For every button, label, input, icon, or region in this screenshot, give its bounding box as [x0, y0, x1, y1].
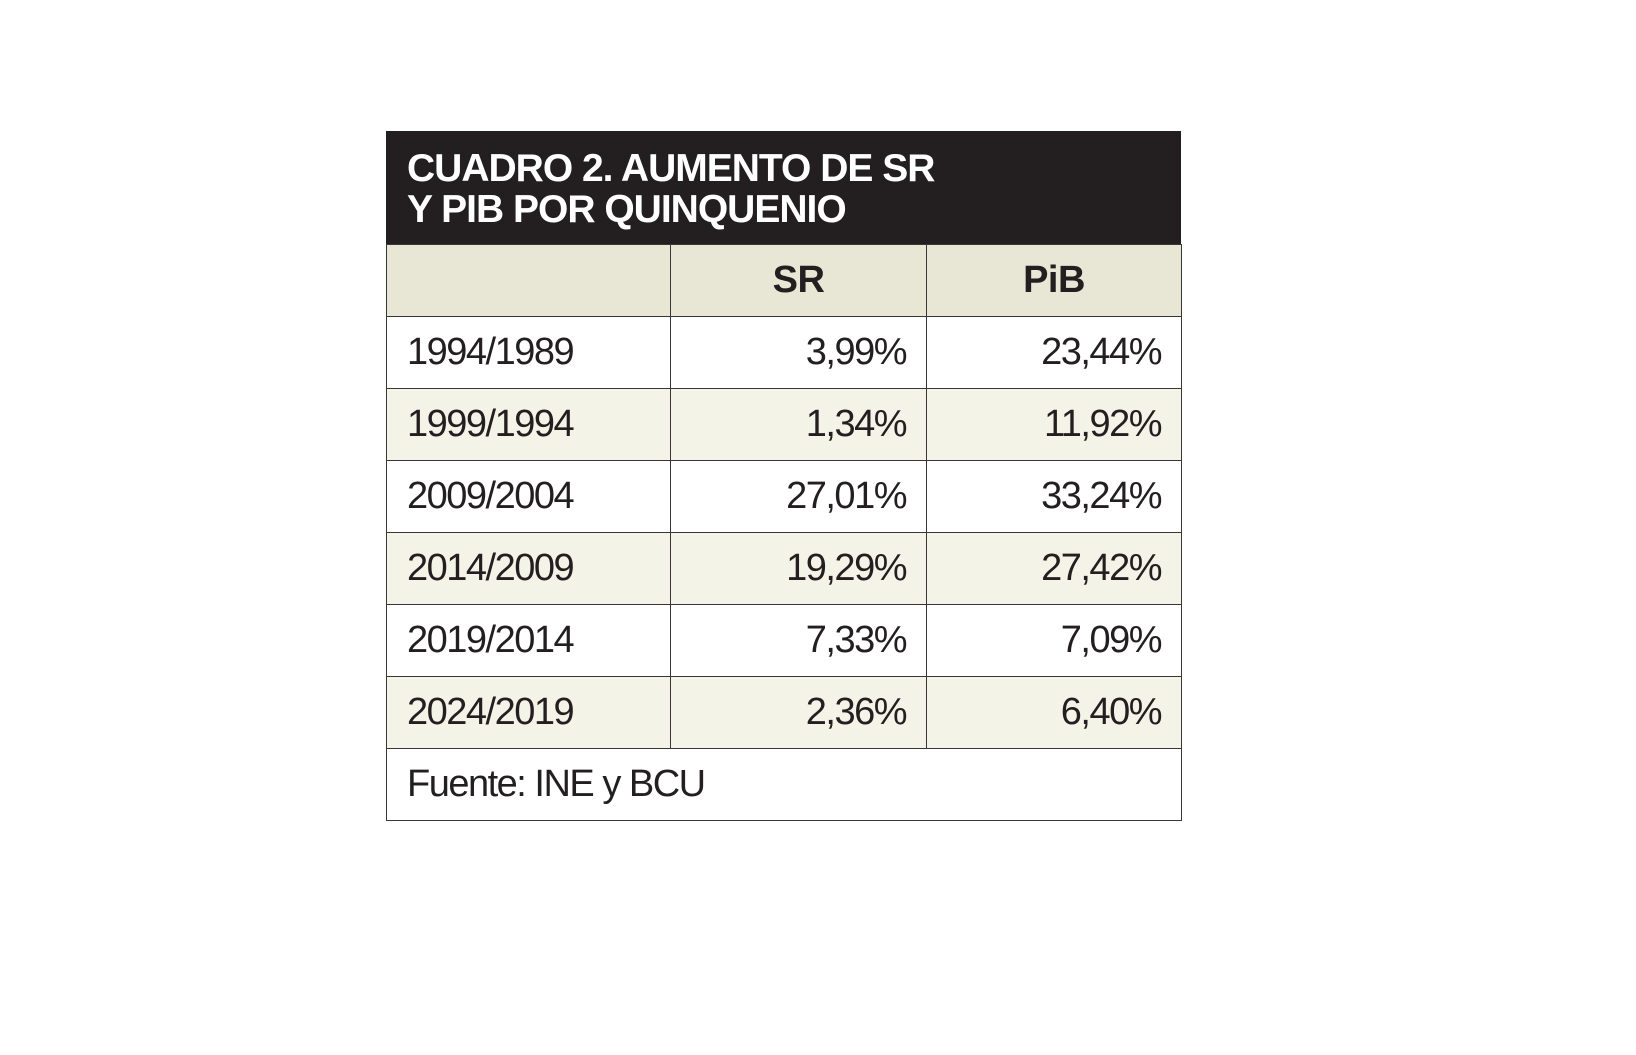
pib-cell: 6,40% — [926, 676, 1182, 749]
period-cell: 2014/2009 — [386, 532, 671, 605]
sr-cell: 19,29% — [670, 532, 927, 605]
sr-cell: 1,34% — [670, 388, 927, 461]
sr-cell: 3,99% — [670, 316, 927, 389]
table-row: 2014/2009 19,29% 27,42% — [386, 532, 1182, 605]
values-table: SR PiB 1994/1989 3,99% 23,44% 1999/1994 … — [386, 244, 1182, 821]
source-row: Fuente: INE y BCU — [386, 748, 1182, 821]
source-note: Fuente: INE y BCU — [386, 748, 1182, 821]
period-cell: 2024/2019 — [386, 676, 671, 749]
sr-cell: 2,36% — [670, 676, 927, 749]
table-row: 2019/2014 7,33% 7,09% — [386, 604, 1182, 677]
table-title-line-1: CUADRO 2. AUMENTO DE SR — [407, 147, 935, 190]
data-table: CUADRO 2. AUMENTO DE SR Y PIB POR QUINQU… — [386, 131, 1182, 821]
table-title-line-2: Y PIB POR QUINQUENIO — [407, 188, 847, 231]
header-pib: PiB — [926, 244, 1182, 317]
header-sr: SR — [670, 244, 927, 317]
sr-cell: 7,33% — [670, 604, 927, 677]
sr-cell: 27,01% — [670, 460, 927, 533]
pib-cell: 7,09% — [926, 604, 1182, 677]
period-cell: 2019/2014 — [386, 604, 671, 677]
table-row: 1994/1989 3,99% 23,44% — [386, 316, 1182, 389]
header-row: SR PiB — [386, 244, 1182, 317]
pib-cell: 23,44% — [926, 316, 1182, 389]
table-title-bar: CUADRO 2. AUMENTO DE SR Y PIB POR QUINQU… — [386, 131, 1181, 244]
table-row: 2009/2004 27,01% 33,24% — [386, 460, 1182, 533]
header-period — [386, 244, 671, 317]
period-cell: 1994/1989 — [386, 316, 671, 389]
pib-cell: 27,42% — [926, 532, 1182, 605]
table-row: 2024/2019 2,36% 6,40% — [386, 676, 1182, 749]
table-row: 1999/1994 1,34% 11,92% — [386, 388, 1182, 461]
pib-cell: 11,92% — [926, 388, 1182, 461]
pib-cell: 33,24% — [926, 460, 1182, 533]
period-cell: 1999/1994 — [386, 388, 671, 461]
period-cell: 2009/2004 — [386, 460, 671, 533]
